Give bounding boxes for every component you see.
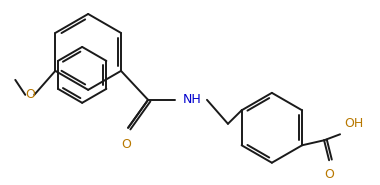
Text: OH: OH	[344, 117, 363, 130]
Text: NH: NH	[183, 93, 202, 106]
Text: O: O	[25, 88, 35, 101]
Text: O: O	[121, 138, 131, 151]
Text: O: O	[324, 168, 334, 181]
